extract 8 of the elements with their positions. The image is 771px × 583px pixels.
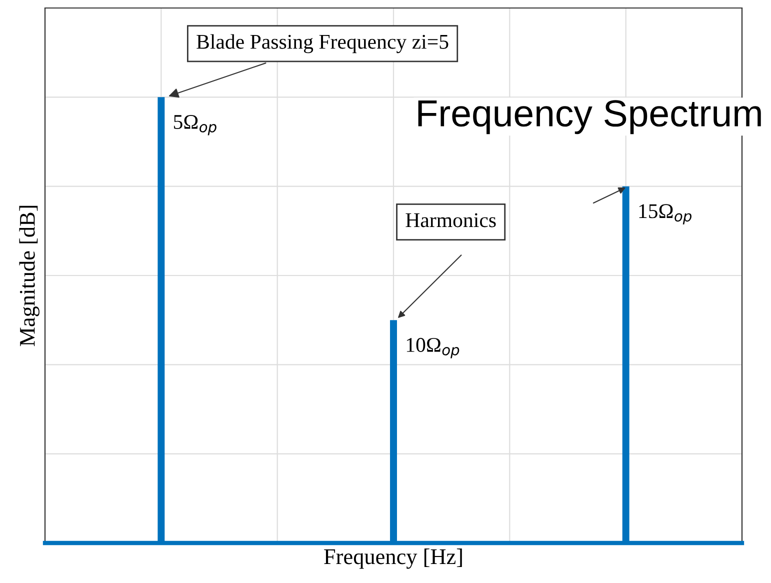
x-axis-title: Frequency [Hz] — [324, 548, 462, 569]
text: Blade Passing Frequency zi=5 — [196, 34, 448, 54]
annotation: 15Ω$_{op}$ — [639, 204, 692, 224]
annotation: 5Ω$_{op}$ — [174, 115, 216, 136]
y-axis-title: Magnitude [dB] — [19, 206, 40, 346]
chart-title: Frequency Spectrum — [418, 100, 761, 134]
annotation: Harmonics — [406, 213, 496, 228]
annotation: 10Ω$_{op}$ — [406, 338, 460, 358]
